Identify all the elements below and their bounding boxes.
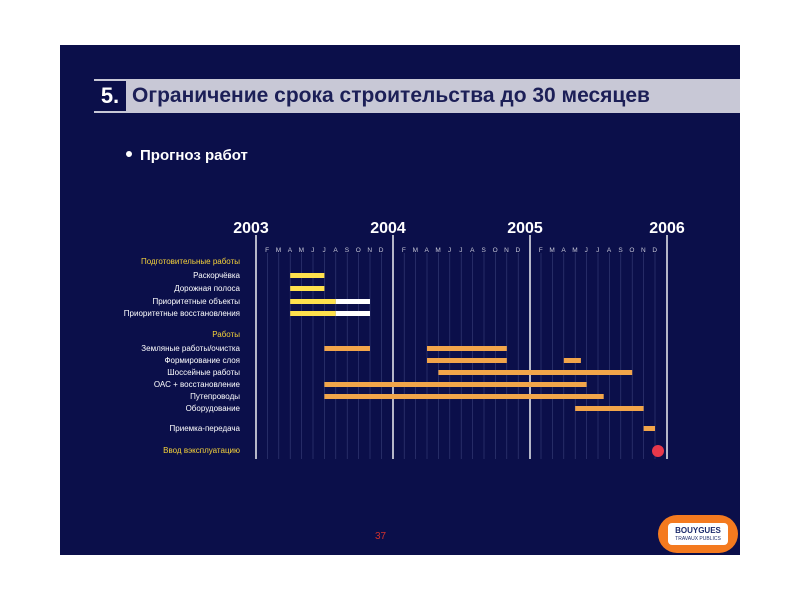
gantt-bar: [563, 358, 581, 363]
task-label: Шоссейные работы: [167, 368, 240, 377]
logo-plate: BOUYGUES TRAVAUX PUBLICS: [668, 523, 728, 545]
month-label: S: [345, 247, 350, 254]
section-label: Работы: [212, 330, 240, 339]
year-label: 2003: [233, 220, 269, 237]
month-label: M: [413, 247, 418, 254]
gantt-bar: [290, 299, 336, 304]
month-label: O: [493, 247, 498, 254]
month-label: J: [311, 247, 314, 254]
month-label: A: [333, 247, 338, 254]
gantt-bar: [335, 311, 370, 316]
title-bar: 5. Ограничение срока строительства до 30…: [60, 79, 740, 113]
month-label: A: [607, 247, 612, 254]
month-label: N: [641, 247, 646, 254]
month-label: F: [402, 247, 406, 254]
logo-text: BOUYGUES: [675, 526, 721, 535]
task-label: Земляные работы/очистка: [141, 344, 240, 353]
company-logo: BOUYGUES TRAVAUX PUBLICS: [658, 515, 738, 553]
month-label: O: [356, 247, 361, 254]
gantt-bar: [290, 311, 336, 316]
month-label: J: [448, 247, 451, 254]
gantt-bar: [324, 346, 370, 351]
gantt-bar: [643, 426, 655, 431]
month-label: D: [516, 247, 521, 254]
title-bar-edge: [60, 79, 94, 113]
month-label: J: [459, 247, 462, 254]
month-label: S: [618, 247, 623, 254]
gantt-bar: [335, 299, 370, 304]
task-label: Раскорчёвка: [193, 271, 240, 280]
milestone-marker: [652, 445, 664, 457]
task-label: Путепроводы: [190, 392, 240, 401]
month-label: D: [379, 247, 384, 254]
month-label: M: [572, 247, 577, 254]
subtitle-text: Прогноз работ: [140, 147, 248, 164]
section-label: Ввод вэксплуатацию: [163, 446, 240, 455]
task-label: Приоритетные восстановления: [124, 309, 240, 318]
month-label: F: [265, 247, 269, 254]
logo-subtext: TRAVAUX PUBLICS: [675, 536, 721, 542]
bullet-icon: [126, 151, 132, 158]
month-label: A: [425, 247, 430, 254]
month-label: D: [652, 247, 657, 254]
task-label: ОАС + восстановление: [154, 380, 241, 389]
year-label: 2006: [649, 220, 685, 237]
month-label: N: [367, 247, 372, 254]
gantt-bar: [438, 370, 633, 375]
month-label: M: [276, 247, 281, 254]
month-label: J: [596, 247, 599, 254]
section-label: Подготовительные работы: [141, 257, 240, 266]
gantt-bar: [324, 394, 604, 399]
slide-title: Ограничение срока строительства до 30 ме…: [132, 84, 650, 107]
month-label: J: [322, 247, 325, 254]
month-label: A: [470, 247, 475, 254]
month-label: J: [585, 247, 588, 254]
gantt-bar: [324, 382, 587, 387]
month-label: M: [549, 247, 554, 254]
year-label: 2005: [507, 220, 543, 237]
month-label: M: [435, 247, 440, 254]
month-label: A: [288, 247, 293, 254]
gantt-bar: [427, 346, 507, 351]
page-number: 37: [375, 531, 387, 542]
gantt-bar: [427, 358, 507, 363]
month-label: M: [299, 247, 304, 254]
gantt-bar: [290, 273, 325, 278]
slide: 5. Ограничение срока строительства до 30…: [60, 45, 740, 555]
month-label: S: [482, 247, 487, 254]
slide-subtitle: Прогноз работ: [126, 147, 248, 164]
task-label: Дорожная полоса: [174, 284, 240, 293]
task-label: Формирование слоя: [164, 356, 240, 365]
task-label: Приемка-передача: [170, 424, 241, 433]
month-label: A: [561, 247, 566, 254]
gantt-bar: [290, 286, 325, 291]
month-label: O: [629, 247, 634, 254]
month-label: F: [539, 247, 543, 254]
task-label: Оборудование: [186, 404, 241, 413]
month-label: N: [504, 247, 509, 254]
year-label: 2004: [370, 220, 406, 237]
section-number: 5.: [94, 81, 126, 111]
gantt-bar: [575, 406, 644, 411]
task-label: Приоритетные объекты: [152, 297, 240, 306]
